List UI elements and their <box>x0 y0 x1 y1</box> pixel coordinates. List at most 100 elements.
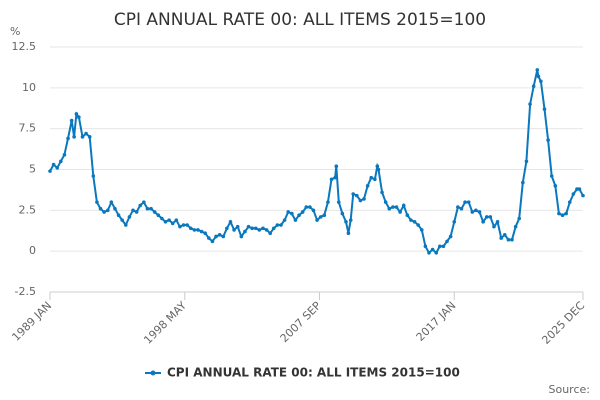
x-tick-label: 2007 SEP <box>278 299 324 345</box>
point <box>257 228 262 232</box>
point <box>170 221 175 226</box>
point <box>531 84 536 88</box>
point <box>577 187 582 191</box>
point <box>113 206 117 211</box>
point <box>362 197 366 201</box>
point <box>59 159 63 164</box>
point <box>105 208 110 213</box>
point <box>477 210 482 214</box>
point <box>55 166 60 170</box>
point <box>318 215 323 219</box>
point <box>474 208 478 213</box>
point <box>185 223 189 227</box>
point <box>127 215 132 219</box>
point <box>535 68 540 72</box>
point <box>375 164 380 169</box>
point <box>163 219 168 224</box>
y-tick-label: 5 <box>29 163 36 176</box>
point <box>207 236 211 240</box>
y-tick-label: 12.5 <box>12 40 37 53</box>
point <box>91 174 96 178</box>
point <box>380 190 384 195</box>
point <box>470 210 475 214</box>
point <box>188 226 193 231</box>
point <box>109 200 114 204</box>
x-tick-label: 2017 JAN <box>414 299 459 344</box>
point <box>308 205 312 209</box>
point <box>261 226 265 231</box>
point <box>77 115 81 120</box>
point <box>427 251 431 255</box>
point <box>391 205 395 209</box>
point <box>268 231 272 235</box>
point <box>149 206 153 211</box>
point <box>398 210 402 214</box>
point <box>528 102 532 106</box>
point <box>448 234 453 239</box>
legend-marker <box>150 370 156 376</box>
point <box>250 226 254 231</box>
point <box>271 226 276 231</box>
point <box>445 239 449 244</box>
point <box>553 184 558 188</box>
point <box>452 219 457 224</box>
point <box>174 218 179 222</box>
series-line <box>49 69 584 255</box>
y-tick-label: 0 <box>29 244 36 257</box>
point <box>145 206 150 211</box>
point <box>539 79 543 84</box>
point <box>66 136 70 141</box>
point <box>495 219 500 224</box>
point <box>264 228 269 232</box>
chart-title: CPI ANNUAL RATE 00: ALL ITEMS 2015=100 <box>114 10 486 30</box>
point <box>116 213 121 218</box>
point <box>365 184 370 188</box>
point <box>152 210 157 214</box>
point <box>102 210 106 214</box>
point <box>178 224 182 229</box>
point <box>430 247 435 252</box>
point <box>120 218 124 222</box>
point <box>517 216 522 221</box>
y-tick-label: 10 <box>22 81 36 94</box>
point <box>348 218 353 222</box>
point <box>506 237 511 242</box>
point <box>524 159 529 164</box>
point <box>376 167 381 172</box>
point <box>235 224 240 229</box>
point <box>142 200 146 204</box>
point <box>492 224 496 229</box>
point <box>564 211 568 216</box>
point <box>409 218 413 222</box>
point <box>344 219 348 224</box>
point <box>203 231 208 235</box>
point <box>74 112 79 116</box>
point <box>322 213 327 218</box>
y-axis-label: % <box>10 25 20 38</box>
point <box>346 231 351 235</box>
point <box>521 180 525 185</box>
y-tick-label: 7.5 <box>19 122 37 135</box>
point <box>196 228 200 232</box>
point <box>560 213 565 218</box>
x-tick-label: 1998 MAY <box>141 299 189 347</box>
point <box>98 206 103 211</box>
point <box>210 239 215 244</box>
point <box>466 200 471 204</box>
point <box>502 233 507 237</box>
point <box>546 138 550 142</box>
point <box>84 131 88 136</box>
point <box>326 200 330 204</box>
point <box>290 211 294 216</box>
point <box>369 175 374 180</box>
point <box>253 226 258 231</box>
point <box>567 200 572 204</box>
point <box>304 205 309 209</box>
point <box>394 205 399 209</box>
point <box>513 224 518 229</box>
point <box>167 218 171 222</box>
point <box>438 244 442 249</box>
point <box>334 164 339 169</box>
point <box>488 215 493 219</box>
point <box>358 198 363 203</box>
